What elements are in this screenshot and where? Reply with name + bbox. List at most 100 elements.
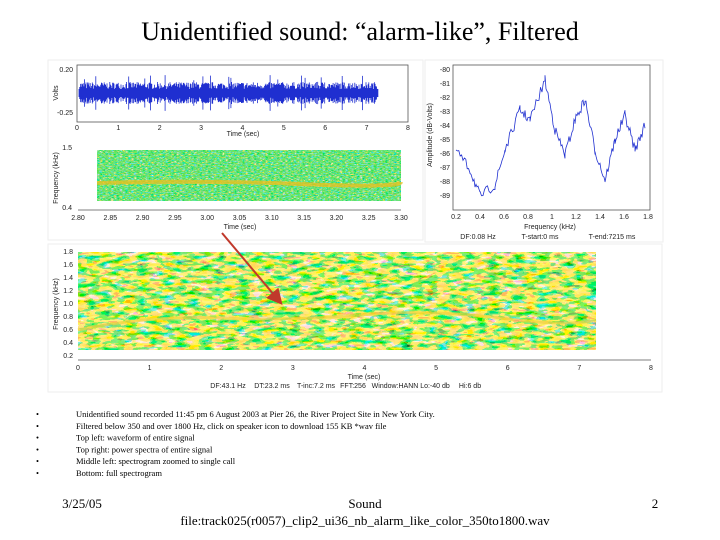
x-tick-label: 4	[363, 365, 367, 372]
y-tick-label: 1.2	[63, 288, 73, 295]
bullet-text: Top right: power spectra of entire signa…	[76, 444, 213, 454]
y-tick-label: -83	[440, 109, 450, 116]
bullet-dot: •	[36, 456, 39, 466]
bullet-dot: •	[36, 421, 39, 431]
x-tick-label: 0.6	[499, 214, 509, 221]
x-tick-label: 3.25	[362, 215, 376, 222]
x-tick-label: 7	[577, 365, 581, 372]
spectrum-line	[455, 75, 646, 197]
y-axis-label: Amplitude (dB-Volts)	[427, 103, 434, 167]
spectrum-frame	[452, 64, 651, 211]
spectrogram-param: T-inc:7.2 ms	[297, 383, 336, 390]
x-tick-label: 1	[116, 125, 120, 132]
top-right-panel	[424, 59, 664, 243]
y-tick-label: -88	[440, 179, 450, 186]
y-axis-label: Volts	[53, 85, 60, 101]
call-band	[96, 179, 403, 188]
y-tick-label: 0.2	[63, 353, 73, 360]
spectrogram-param: Window:HANN	[372, 383, 419, 390]
x-tick-label: 5	[434, 365, 438, 372]
x-tick-label: 1.6	[619, 214, 629, 221]
x-tick-label: 3.05	[233, 215, 247, 222]
x-tick-label: 8	[649, 365, 653, 372]
y-tick-label: -86	[440, 151, 450, 158]
y-tick-label: 0.4	[62, 205, 72, 212]
x-tick-label: 8	[406, 125, 410, 132]
spectrogram-param: DF:43.1 Hz	[210, 383, 246, 390]
x-tick-label: 1.2	[571, 214, 581, 221]
y-tick-label: 1.0	[63, 301, 73, 308]
bullet-text: Filtered below 350 and over 1800 Hz, cli…	[76, 421, 387, 431]
x-tick-label: 2.85	[103, 215, 117, 222]
x-tick-label: 3	[291, 365, 295, 372]
x-tick-label: 7	[365, 125, 369, 132]
footer-text: Sound	[348, 496, 382, 511]
y-tick-label: 0.8	[63, 314, 73, 321]
x-axis-label: Time (sec)	[224, 224, 257, 231]
bullet-text: Bottom: full spectrogram	[76, 468, 162, 478]
slide-title: Unidentified sound: “alarm-like”, Filter…	[141, 17, 579, 46]
waveform-frame	[76, 64, 409, 123]
y-tick-label: -0.25	[57, 110, 73, 117]
y-tick-label: 1.6	[63, 262, 73, 269]
x-tick-label: 3	[199, 125, 203, 132]
bullet-text: Middle left: spectrogram zoomed to singl…	[76, 456, 236, 466]
x-tick-label: 2.80	[71, 215, 85, 222]
x-tick-label: 3.15	[297, 215, 311, 222]
spectrum-param: T-start:0 ms	[522, 234, 559, 241]
arrow	[221, 232, 283, 306]
footer-text: file:track025(r0057)_clip2_ui36_nb_alarm…	[180, 513, 550, 528]
y-tick-label: -82	[440, 95, 450, 102]
x-tick-label: 0	[75, 125, 79, 132]
x-tick-label: 3.30	[394, 215, 408, 222]
x-axis-label: Time (sec)	[227, 131, 260, 138]
spectrogram-param: Lo:-40 db	[420, 383, 450, 390]
x-tick-label: 3.00	[200, 215, 214, 222]
x-tick-label: 1.4	[595, 214, 605, 221]
waveform-line	[78, 75, 379, 111]
y-tick-label: 0.6	[63, 327, 73, 334]
bullet-text: Top left: waveform of entire signal	[76, 433, 195, 443]
page-number: 2	[652, 496, 659, 511]
bullet-dot: •	[36, 444, 39, 454]
y-tick-label: -89	[440, 193, 450, 200]
bullet-text: Unidentified sound recorded 11:45 pm 6 A…	[76, 409, 435, 419]
x-tick-label: 1	[148, 365, 152, 372]
x-tick-label: 0.4	[475, 214, 485, 221]
zoom-spectrogram-image	[97, 150, 401, 201]
spectrogram-param: Hi:6 db	[459, 383, 481, 390]
bullet-dot: •	[36, 409, 39, 419]
full-spectrogram-image	[78, 252, 596, 350]
x-tick-label: 3.10	[265, 215, 279, 222]
x-tick-label: 4	[241, 125, 245, 132]
y-tick-label: 1.4	[63, 275, 73, 282]
x-tick-label: 0.2	[451, 214, 461, 221]
y-axis-label: Frequency (kHz)	[53, 152, 60, 204]
call-band	[77, 311, 597, 332]
y-tick-label: -81	[440, 81, 450, 88]
x-tick-label: 5	[282, 125, 286, 132]
x-tick-label: 1.8	[643, 214, 653, 221]
x-tick-label: 6	[506, 365, 510, 372]
y-tick-label: -85	[440, 137, 450, 144]
x-tick-label: 2.90	[136, 215, 150, 222]
x-tick-label: 6	[323, 125, 327, 132]
x-tick-label: 2	[219, 365, 223, 372]
x-tick-label: 2	[158, 125, 162, 132]
y-tick-label: -87	[440, 165, 450, 172]
y-tick-label: -84	[440, 123, 450, 130]
x-tick-label: 0.8	[523, 214, 533, 221]
spectrogram-param: DT:23.2 ms	[254, 383, 290, 390]
x-axis-label: Time (sec)	[348, 374, 381, 381]
footer-date: 3/25/05	[62, 496, 102, 511]
bullet-dot: •	[36, 433, 39, 443]
spectrum-param: T-end:7215 ms	[589, 234, 636, 241]
x-tick-label: 0	[76, 365, 80, 372]
y-tick-label: 1.5	[62, 145, 72, 152]
y-tick-label: 0.4	[63, 340, 73, 347]
x-tick-label: 1	[550, 214, 554, 221]
bullet-dot: •	[36, 468, 39, 478]
x-tick-label: 2.95	[168, 215, 182, 222]
